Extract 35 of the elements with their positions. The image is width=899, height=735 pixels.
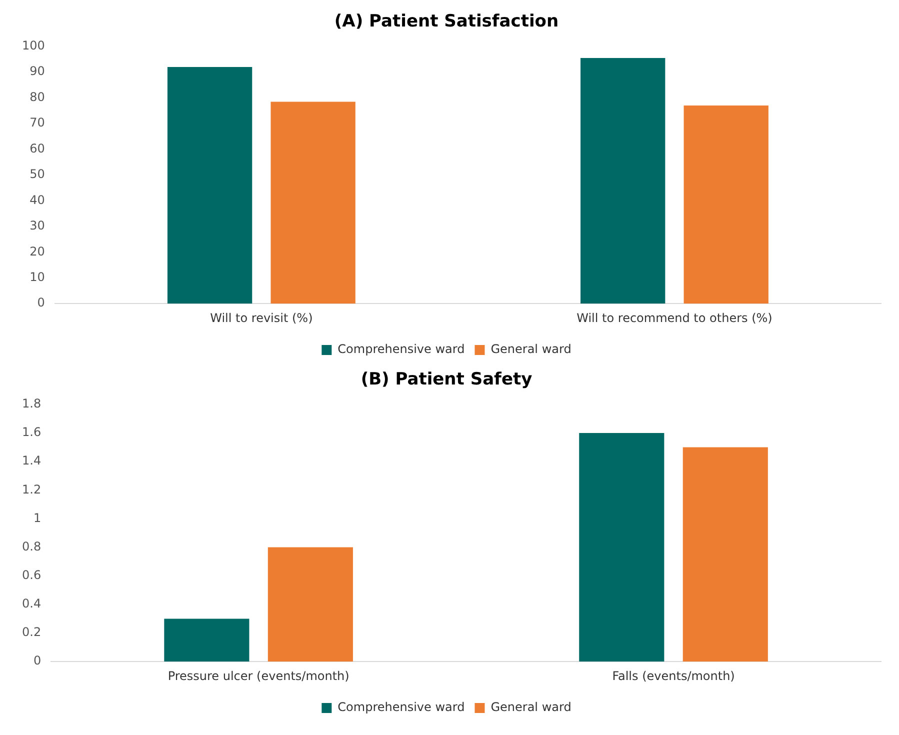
chart-title: (A) Patient Satisfaction: [334, 12, 559, 32]
y-tick-label: 60: [30, 141, 45, 156]
bar: [268, 547, 353, 662]
y-tick-label: 100: [22, 38, 45, 53]
bar: [682, 447, 768, 662]
bar: [164, 618, 250, 662]
y-tick-label: 80: [30, 90, 45, 104]
x-tick-label: Falls (events/month): [612, 668, 735, 683]
x-tick-label: Will to revisit (%): [210, 310, 313, 325]
y-tick-label: 0: [33, 654, 42, 668]
y-tick-label: 0.4: [22, 596, 42, 611]
y-tick-label: 0.8: [22, 539, 42, 554]
x-tick-label: Will to recommend to others (%): [576, 310, 772, 325]
y-tick-label: 10: [30, 270, 45, 284]
legend-label: Comprehensive ward: [338, 700, 465, 714]
chart-title: (B) Patient Safety: [360, 370, 532, 390]
y-tick-label: 1.8: [22, 396, 42, 411]
legend-label: General ward: [490, 700, 572, 714]
y-tick-label: 40: [30, 192, 45, 207]
y-tick-label: 50: [30, 167, 45, 182]
y-tick-label: 1.2: [22, 482, 42, 496]
y-tick-label: 0.2: [22, 625, 42, 640]
x-tick-label: Pressure ulcer (events/month): [168, 668, 350, 683]
y-tick-label: 30: [30, 218, 45, 233]
y-tick-label: 20: [30, 244, 45, 258]
bar: [579, 432, 664, 662]
y-tick-label: 0: [37, 296, 45, 310]
y-tick-label: 90: [30, 64, 45, 78]
y-tick-label: 0.6: [22, 568, 42, 582]
y-tick-label: 1: [33, 510, 42, 525]
legend-label: General ward: [490, 342, 572, 356]
y-tick-label: 70: [30, 116, 45, 130]
y-tick-label: 1.4: [22, 454, 42, 468]
legend-label: Comprehensive ward: [338, 342, 465, 356]
y-tick-label: 1.6: [22, 425, 42, 440]
